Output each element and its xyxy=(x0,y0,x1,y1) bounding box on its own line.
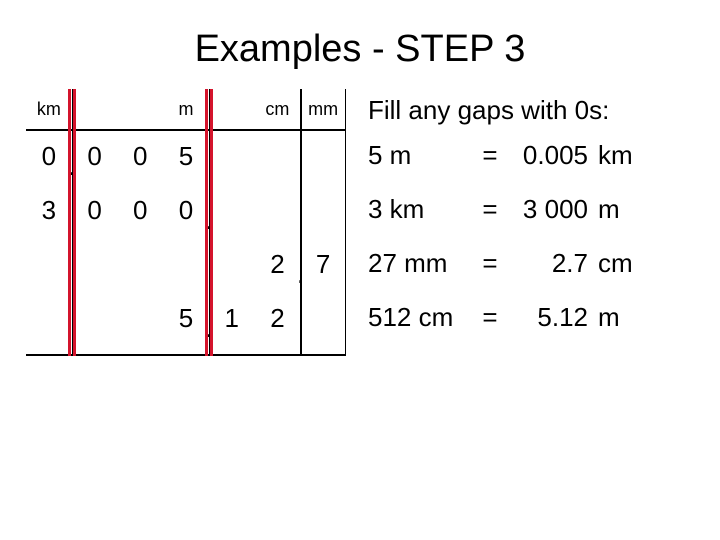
table-cell xyxy=(300,183,346,237)
col-header-cm: cm xyxy=(255,89,301,129)
table-redline xyxy=(73,89,76,356)
equation-value: 0.005 xyxy=(502,140,598,171)
col-header-blank1 xyxy=(72,89,118,129)
table-cell: 0. xyxy=(26,129,72,183)
table-cell: 3 xyxy=(26,183,72,237)
equals-sign: = xyxy=(478,194,502,225)
equation-lhs: 5 m xyxy=(368,140,478,171)
table-cell xyxy=(209,183,255,237)
table-cell: 0 xyxy=(72,183,118,237)
table-redline xyxy=(210,89,213,356)
table-cell xyxy=(72,237,118,291)
equals-sign: = xyxy=(478,140,502,171)
table-cell: 2. xyxy=(255,237,301,291)
equation-unit: km xyxy=(598,140,638,171)
equation-lhs: 3 km xyxy=(368,194,478,225)
equation-unit: cm xyxy=(598,248,638,279)
table-cell xyxy=(209,237,255,291)
equation-unit: m xyxy=(598,194,638,225)
table-cell: 7 xyxy=(300,237,346,291)
table-cell xyxy=(26,291,72,345)
equation-row: 3 km = 3 000 m xyxy=(368,194,700,248)
table-cell xyxy=(117,291,163,345)
col-header-m: m xyxy=(163,89,209,129)
equation-value: 5.12 xyxy=(502,302,598,333)
table-cell: 5 xyxy=(163,129,209,183)
content-area: km m cm mm 0. 0 0 5 3 0 0 0. xyxy=(0,89,720,356)
page-title: Examples - STEP 3 xyxy=(0,0,720,89)
equation-value: 2.7 xyxy=(502,248,598,279)
table-cell: 0 xyxy=(72,129,118,183)
equation-row: 27 mm = 2.7 cm xyxy=(368,248,700,302)
table-cell: 2 xyxy=(255,291,301,345)
equation-lhs: 27 mm xyxy=(368,248,478,279)
equation-row: 512 cm = 5.12 m xyxy=(368,302,700,356)
equals-sign: = xyxy=(478,302,502,333)
table-cell xyxy=(300,129,346,183)
col-header-mm: mm xyxy=(300,89,346,129)
table-redline xyxy=(205,89,208,356)
table-cell: 1 xyxy=(209,291,255,345)
equation-row: 5 m = 0.005 km xyxy=(368,140,700,194)
table-cell xyxy=(209,129,255,183)
table-cell: 0. xyxy=(163,183,209,237)
table-cell: 0 xyxy=(117,183,163,237)
equations-panel: Fill any gaps with 0s: 5 m = 0.005 km 3 … xyxy=(346,89,720,356)
col-header-blank3 xyxy=(209,89,255,129)
table-cell xyxy=(26,237,72,291)
table-cell: 0 xyxy=(117,129,163,183)
table-cell: 5. xyxy=(163,291,209,345)
equation-value: 3 000 xyxy=(502,194,598,225)
table-cell xyxy=(72,291,118,345)
table-cell xyxy=(117,237,163,291)
instruction-text: Fill any gaps with 0s: xyxy=(368,95,700,126)
col-header-km: km xyxy=(26,89,72,129)
table-redline xyxy=(68,89,71,356)
equals-sign: = xyxy=(478,248,502,279)
place-value-table: km m cm mm 0. 0 0 5 3 0 0 0. xyxy=(26,89,346,356)
table-cell xyxy=(255,129,301,183)
table-vline xyxy=(345,89,347,356)
table-vline xyxy=(300,89,302,356)
col-header-blank2 xyxy=(117,89,163,129)
equation-unit: m xyxy=(598,302,638,333)
table-cell xyxy=(300,291,346,345)
table-cell xyxy=(255,183,301,237)
equation-lhs: 512 cm xyxy=(368,302,478,333)
table-cell xyxy=(163,237,209,291)
